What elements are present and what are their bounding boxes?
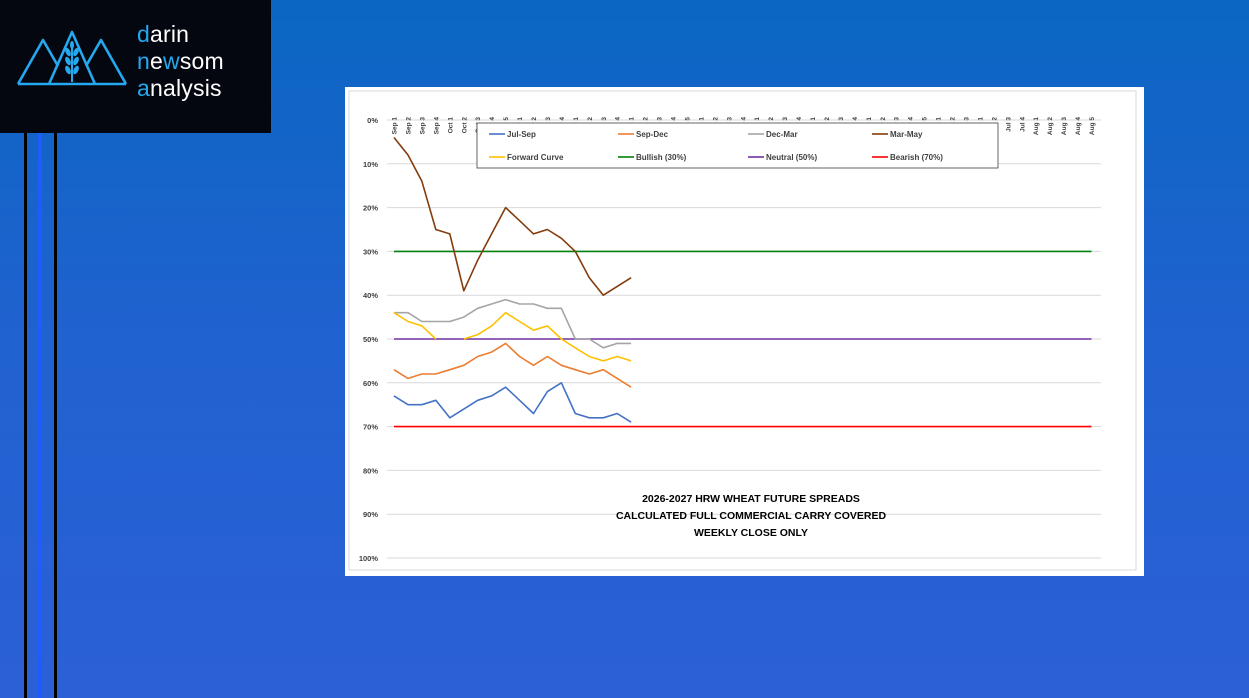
y-tick-label: 10% bbox=[363, 160, 378, 169]
legend-label: Sep-Dec bbox=[636, 130, 669, 139]
x-tick-label: Jul 3 bbox=[1005, 117, 1012, 132]
series-line bbox=[394, 298, 632, 349]
decorative-bar-right bbox=[54, 133, 57, 698]
brand-logo: darin newsom analysis bbox=[0, 0, 271, 133]
y-tick-label: 80% bbox=[363, 466, 378, 475]
series-line bbox=[393, 312, 437, 340]
brand-line-1: darin bbox=[137, 21, 190, 47]
x-tick-label: Oct 2 bbox=[461, 117, 468, 134]
x-tick-label: Sep 1 bbox=[392, 117, 399, 135]
x-tick-label: Aug 4 bbox=[1075, 117, 1082, 135]
y-tick-label: 20% bbox=[363, 204, 378, 213]
y-tick-label: 40% bbox=[363, 291, 378, 300]
legend-label: Bullish (30%) bbox=[636, 153, 687, 162]
decorative-bar-left bbox=[24, 133, 27, 698]
y-tick-label: 70% bbox=[363, 423, 378, 432]
x-tick-label: Sep 4 bbox=[433, 117, 440, 135]
brand-line-3: analysis bbox=[137, 75, 222, 101]
x-tick-label: Sep 3 bbox=[419, 117, 426, 135]
series-line bbox=[463, 311, 632, 362]
chart-title-line: 2026-2027 HRW WHEAT FUTURE SPREADS bbox=[642, 493, 860, 505]
chart-border bbox=[348, 90, 1137, 571]
chart-title-line: WEEKLY CLOSE ONLY bbox=[694, 527, 808, 539]
legend-label: Forward Curve bbox=[507, 153, 564, 162]
y-tick-label: 90% bbox=[363, 510, 378, 519]
x-tick-label: Aug 5 bbox=[1089, 117, 1096, 135]
y-tick-label: 50% bbox=[363, 335, 378, 344]
series-line bbox=[393, 381, 632, 423]
y-tick-label: 0% bbox=[367, 116, 378, 125]
mountain-wheat-logo-icon bbox=[16, 30, 128, 86]
series-line bbox=[393, 342, 632, 388]
legend-label: Jul-Sep bbox=[507, 130, 536, 139]
brand-wordmark: darin newsom analysis bbox=[137, 21, 224, 102]
x-tick-label: Aug 1 bbox=[1033, 117, 1040, 135]
legend-label: Neutral (50%) bbox=[766, 153, 817, 162]
decorative-bar-middle bbox=[38, 133, 42, 698]
series-line bbox=[393, 137, 632, 296]
y-tick-label: 60% bbox=[363, 379, 378, 388]
y-tick-label: 30% bbox=[363, 247, 378, 256]
x-tick-label: Aug 2 bbox=[1047, 117, 1054, 135]
x-tick-label: Sep 2 bbox=[405, 117, 412, 135]
x-tick-label: Oct 1 bbox=[447, 117, 454, 134]
x-tick-label: Aug 3 bbox=[1061, 117, 1068, 135]
legend-label: Bearish (70%) bbox=[890, 153, 943, 162]
legend-label: Mar-May bbox=[890, 130, 923, 139]
x-tick-label: Jul 4 bbox=[1019, 117, 1026, 132]
chart-panel: 0% 10% 20% 30% 40% 50% 60% 70% 80% 90% 100% Sep 1 Se… bbox=[345, 87, 1144, 576]
y-tick-label: 100% bbox=[359, 554, 379, 563]
spreads-line-chart: 0% 10% 20% 30% 40% 50% 60% 70% 80% 90% 100% Sep 1 Se… bbox=[348, 90, 1137, 571]
legend-label: Dec-Mar bbox=[766, 130, 798, 139]
chart-title-line: CALCULATED FULL COMMERCIAL CARRY COVERED bbox=[616, 510, 887, 522]
brand-line-2: newsom bbox=[137, 48, 224, 74]
legend-box bbox=[476, 122, 999, 169]
